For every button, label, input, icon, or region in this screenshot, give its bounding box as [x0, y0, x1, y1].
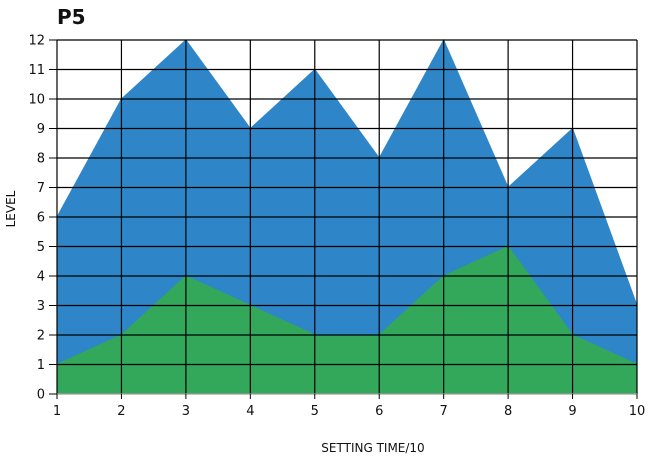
x-tick-label-7: 7 [440, 404, 448, 419]
x-tick-label-1: 1 [53, 404, 61, 419]
y-tick-label-12: 12 [28, 34, 45, 49]
x-tick-label-5: 5 [311, 404, 319, 419]
x-tick-label-2: 2 [117, 404, 125, 419]
y-tick-label-0: 0 [37, 388, 45, 403]
y-tick-label-5: 5 [37, 240, 45, 255]
y-tick-label-11: 11 [28, 63, 45, 78]
y-tick-label-4: 4 [37, 270, 45, 285]
x-tick-label-10: 10 [629, 404, 646, 419]
y-tick-label-7: 7 [37, 181, 45, 196]
chart-title: P5 [57, 5, 86, 29]
y-tick-label-3: 3 [37, 299, 45, 314]
y-tick-label-9: 9 [37, 122, 45, 137]
x-tick-label-3: 3 [182, 404, 190, 419]
x-tick-label-4: 4 [246, 404, 254, 419]
y-tick-label-8: 8 [37, 152, 45, 167]
x-axis-label: SETTING TIME/10 [321, 441, 424, 455]
y-tick-label-6: 6 [37, 211, 45, 226]
x-axis: 1 2 3 4 5 6 7 8 9 10 [53, 394, 645, 419]
y-axis-label: LEVEL [4, 190, 18, 227]
y-tick-label-2: 2 [37, 329, 45, 344]
y-tick-label-10: 10 [28, 93, 45, 108]
x-tick-label-9: 9 [568, 404, 576, 419]
x-tick-label-8: 8 [504, 404, 512, 419]
x-tick-label-6: 6 [375, 404, 383, 419]
y-tick-label-1: 1 [37, 358, 45, 373]
